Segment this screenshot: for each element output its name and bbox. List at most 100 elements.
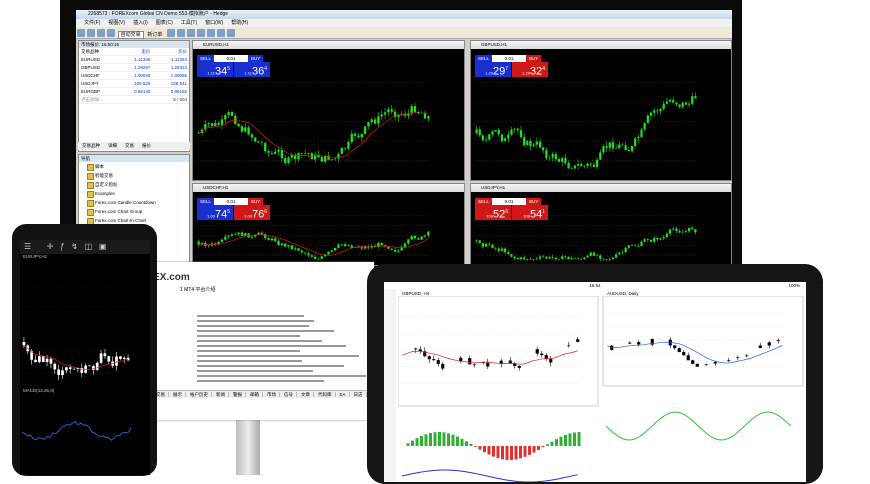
candle (290, 154, 294, 158)
table-row[interactable]: EURGBP 0.86140 0.86155 (79, 88, 189, 96)
buy-button[interactable]: BUY (248, 198, 264, 205)
terminal-tab[interactable]: 展示 (173, 392, 186, 397)
market-watch-icon[interactable] (97, 29, 105, 37)
candle (99, 353, 103, 363)
candle (624, 247, 627, 253)
lot-input[interactable]: 0.01 (214, 198, 249, 205)
table-row[interactable]: USDCHF 1.00045 1.00066 (79, 72, 189, 80)
terminal-tab[interactable]: 市场 (267, 392, 280, 397)
histogram-bar (406, 443, 410, 446)
sell-button[interactable]: SELL (197, 198, 215, 205)
candle (767, 342, 771, 346)
menu-item[interactable]: 文件(F) (84, 20, 101, 26)
autotrade-button[interactable]: 自动交易 (117, 31, 144, 39)
terminal-tab[interactable]: 文章 (301, 392, 314, 397)
sell-button[interactable]: SELL (475, 198, 493, 205)
menu-item[interactable]: 工具(T) (180, 20, 198, 26)
sell-button[interactable]: SELL (197, 55, 215, 62)
panel-tab[interactable]: 报价 (142, 143, 151, 148)
panel-tab[interactable]: 交易品种 (82, 143, 100, 148)
line-chart-icon[interactable] (187, 29, 196, 37)
zoom-out-icon[interactable] (207, 29, 216, 37)
navigator-item[interactable]: Forex.com Chart Group (79, 207, 189, 216)
candle (390, 248, 393, 250)
tile-icon[interactable] (217, 29, 226, 37)
candle (573, 258, 577, 259)
terminal-tab[interactable]: 日志 (353, 392, 367, 397)
histogram-bar (528, 446, 531, 455)
navigator-icon[interactable] (107, 29, 115, 37)
chart-window[interactable]: USDJPY,H1 SELL 0.01 BUY 109526 109541 (470, 183, 732, 266)
ask-price[interactable]: 1.00766 (234, 205, 270, 221)
lot-input[interactable]: 0.01 (214, 55, 249, 62)
buy-button[interactable]: BUY (526, 198, 542, 205)
new-order-button[interactable]: 新订单 (147, 32, 163, 38)
table-row[interactable]: USDJPY 109.526 109.541 (79, 80, 189, 88)
menu-item[interactable]: 帮助(H) (231, 20, 249, 26)
candle (217, 123, 220, 125)
chart-window[interactable]: GBPUSD,H1 SELL 0.01 BUY 1.29297 1.29324 (470, 40, 732, 181)
ask-price[interactable]: 1.29324 (512, 62, 548, 78)
add-symbol-link[interactable]: 点击添加... (81, 97, 103, 102)
phone-chart[interactable] (20, 259, 150, 459)
lot-input[interactable]: 0.01 (492, 198, 527, 205)
zoom-in-icon[interactable] (197, 29, 206, 37)
terminal-tab[interactable]: 代码库 (318, 392, 336, 397)
table-row[interactable]: EURUSD 1.11345 1.11364 (79, 56, 189, 64)
tablet-charts[interactable] (398, 296, 806, 482)
buy-button[interactable]: BUY (526, 55, 542, 62)
navigator-item[interactable]: Examples (79, 189, 189, 198)
chart-window[interactable]: EURUSD,H1 SELL 0.01 BUY 1.11345 1.11364 (192, 40, 465, 181)
candle (400, 113, 403, 115)
crosshair-icon[interactable] (227, 29, 236, 37)
bid-price[interactable]: 1.00745 (197, 205, 233, 221)
terminal-tab[interactable]: 交易 (156, 392, 169, 397)
candle-chart-icon[interactable] (177, 29, 186, 37)
candle (300, 153, 304, 154)
sell-button[interactable]: SELL (475, 55, 493, 62)
terminal-tab[interactable]: EA (339, 392, 350, 397)
profiles-icon[interactable] (87, 29, 95, 37)
menu-item[interactable]: 窗口(W) (205, 20, 224, 26)
navigator-item[interactable]: 脚本 (79, 162, 189, 171)
candle (327, 155, 330, 160)
ask-price[interactable]: 1.11364 (234, 62, 270, 78)
menu-item[interactable]: 图表(C) (155, 20, 173, 26)
navigator-item[interactable]: 智能交易 (79, 171, 189, 180)
candle (287, 157, 290, 163)
terminal-tab[interactable]: 警报 (233, 392, 246, 397)
bid-price[interactable]: 1.11345 (197, 62, 233, 78)
menu-item[interactable]: 插入(I) (133, 20, 148, 26)
candle (691, 96, 694, 104)
panel-tab[interactable]: 详细 (108, 143, 117, 148)
terminal-tab[interactable]: 信号 (284, 392, 297, 397)
terminal-tab[interactable]: 邮箱 (250, 392, 263, 397)
candle (407, 113, 410, 116)
terminal-tab[interactable]: 帐户历史 (190, 392, 212, 397)
candle (586, 163, 589, 167)
menu-item[interactable]: 视图(V) (108, 20, 126, 26)
candle (323, 155, 327, 162)
candle (570, 258, 573, 260)
column-header: 买价 (178, 49, 188, 54)
table-row[interactable]: GBPUSD 1.29297 1.29324 (79, 64, 189, 72)
panel-tab[interactable]: 交易 (125, 143, 134, 148)
chart-window[interactable]: USDCHF,H1 SELL 0.01 BUY 1.00745 1.00766 (192, 183, 465, 266)
candle (254, 234, 257, 237)
bid-price[interactable]: 109526 (475, 205, 511, 221)
add-symbol-row[interactable]: 点击添加... 5 / 504 (79, 96, 189, 104)
tablet-screen: 15:54 100% GBPUSD, H4 AUDUSD, Daily (384, 282, 806, 482)
candle (107, 356, 111, 362)
bid-price[interactable]: 1.29297 (475, 62, 511, 78)
new-chart-icon[interactable] (77, 29, 85, 37)
terminal-tab[interactable]: 新闻 (216, 392, 229, 397)
bar-chart-icon[interactable] (167, 29, 176, 37)
lot-input[interactable]: 0.01 (492, 55, 527, 62)
ask-price[interactable]: 109541 (512, 205, 548, 221)
candle (621, 252, 624, 253)
candle (237, 232, 240, 235)
candle (499, 360, 503, 365)
buy-button[interactable]: BUY (248, 55, 264, 62)
navigator-item[interactable]: 自定义指标 (79, 180, 189, 189)
navigator-item[interactable]: Forex.com Candle Countdown (79, 198, 189, 207)
